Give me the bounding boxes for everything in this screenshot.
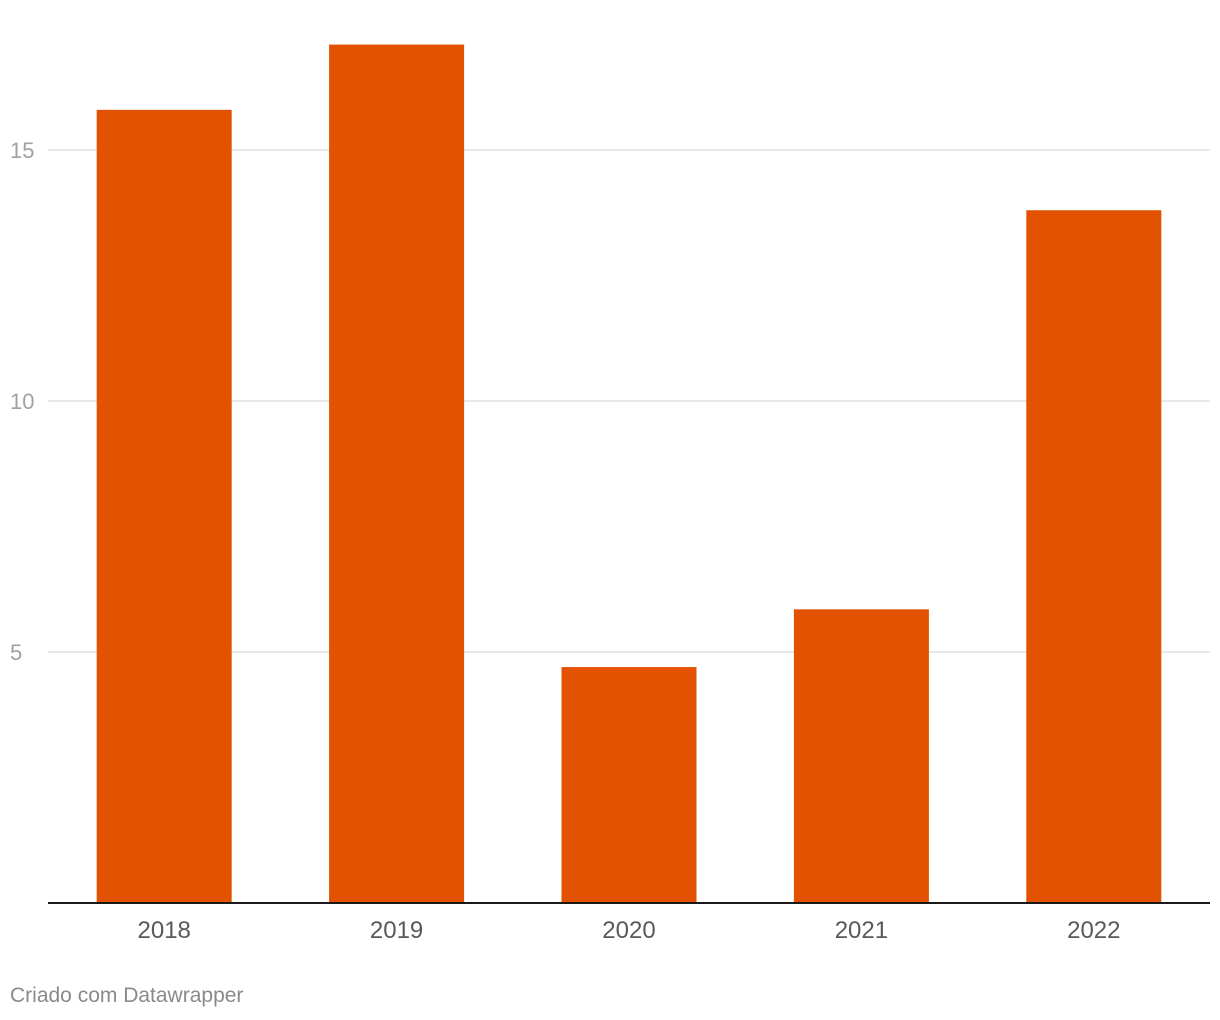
x-tick-label: 2018 <box>138 917 191 944</box>
bar-2021 <box>793 609 929 903</box>
x-tick-label: 2021 <box>835 917 888 944</box>
gridlines <box>48 149 1210 653</box>
x-tick-label: 2020 <box>602 917 655 944</box>
footer-credit: Criado com Datawrapper <box>10 984 244 1007</box>
x-tick-label: 2019 <box>370 917 423 944</box>
bar-2022 <box>1026 210 1162 904</box>
y-tick-label: 15 <box>10 138 34 163</box>
y-tick-label: 5 <box>10 640 22 665</box>
bar-2018 <box>96 109 232 904</box>
x-axis-ticks: 2018 2019 2020 2021 2022 <box>138 917 1121 944</box>
bar-2020 <box>561 667 697 903</box>
y-axis-ticks: 5 10 15 <box>10 138 34 665</box>
bars <box>96 44 1162 904</box>
x-tick-label: 2022 <box>1067 917 1120 944</box>
y-tick-label: 10 <box>10 389 34 414</box>
bar-2019 <box>329 44 465 903</box>
